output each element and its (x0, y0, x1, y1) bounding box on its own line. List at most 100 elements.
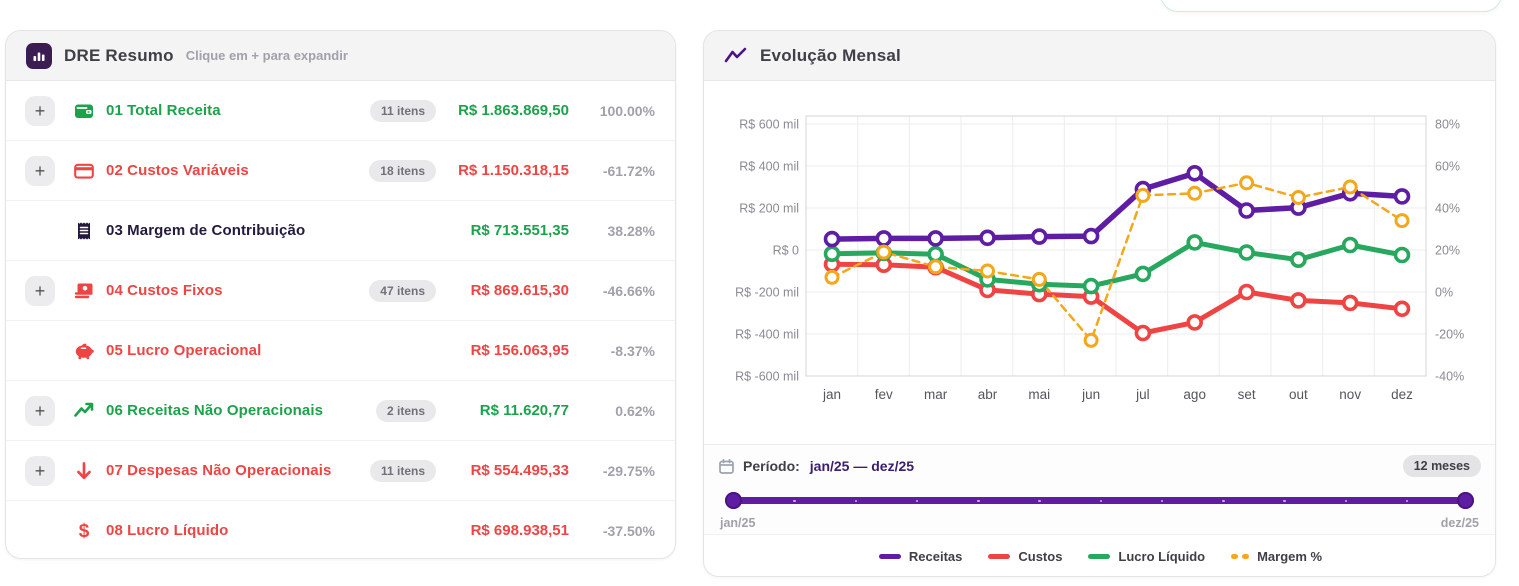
row-items-badge: 18 itens (369, 159, 436, 182)
calendar-icon (718, 458, 735, 475)
period-slider-track[interactable] (725, 492, 1474, 509)
trend-line-icon (724, 46, 748, 66)
period-months-badge: 12 meses (1402, 455, 1481, 477)
receipt-icon (73, 220, 95, 242)
svg-text:abr: abr (978, 387, 998, 402)
slider-tick (1099, 499, 1102, 502)
dre-row[interactable]: + 04 Custos Fixos 47 itens R$ 869.615,30… (6, 260, 675, 320)
row-items-badge: 11 itens (369, 99, 436, 122)
dre-row[interactable]: + 02 Custos Variáveis 18 itens R$ 1.150.… (6, 140, 675, 200)
row-label: 01 Total Receita (106, 102, 221, 119)
slider-tick (854, 499, 857, 502)
row-items-badge: 47 itens (369, 279, 436, 302)
dre-panel-title: DRE Resumo (64, 45, 174, 65)
expand-button[interactable]: + (25, 95, 55, 126)
expand-button[interactable]: + (25, 155, 55, 186)
expand-slot: + (25, 395, 59, 426)
expand-slot: + (25, 455, 59, 486)
svg-text:mar: mar (924, 387, 948, 402)
svg-text:40%: 40% (1435, 202, 1460, 216)
piggy-bank-icon (73, 340, 95, 362)
legend-label: Custos (1018, 549, 1063, 564)
dollar-icon: $ (73, 520, 95, 542)
row-percent: 100.00% (599, 102, 655, 119)
legend-item-custos[interactable]: Custos (988, 549, 1062, 564)
evolucao-mensal-panel: Evolução Mensal R$ 600 mil 80% R$ 400 mil 6… (703, 30, 1496, 577)
dre-resumo-panel: DRE Resumo Clique em + para expandir + 0… (5, 30, 676, 559)
dre-row[interactable]: + $ 08 Lucro Líquido R$ 698.938,51 -37.5… (6, 500, 675, 558)
row-value: R$ 1.150.318,15 (458, 162, 569, 179)
period-section: Período: jan/25 — dez/25 12 meses jan/25… (704, 444, 1495, 534)
svg-text:R$ -200 mil: R$ -200 mil (735, 286, 799, 300)
expand-slot: + (25, 275, 59, 306)
chart-panel-title: Evolução Mensal (760, 45, 901, 65)
dre-row[interactable]: + 01 Total Receita 11 itens R$ 1.863.869… (6, 81, 675, 140)
dre-row[interactable]: + 07 Despesas Não Operacionais 11 itens … (6, 440, 675, 500)
row-value: R$ 1.863.869,50 (458, 102, 569, 119)
slider-tick (1222, 499, 1225, 502)
svg-text:fev: fev (875, 387, 893, 402)
slider-tick (1283, 499, 1286, 502)
legend-swatch (1088, 554, 1111, 559)
svg-text:20%: 20% (1435, 244, 1460, 258)
row-items-badge: 2 itens (375, 399, 436, 422)
expand-button[interactable]: + (25, 395, 55, 426)
svg-text:set: set (1238, 387, 1256, 402)
period-slider-handle-end[interactable] (1457, 492, 1474, 509)
period-slider-handle-start[interactable] (725, 492, 742, 509)
dre-row[interactable]: + 03 Margem de Contribuição R$ 713.551,3… (6, 200, 675, 260)
expand-button[interactable]: + (25, 275, 55, 306)
period-slider[interactable] (724, 491, 1475, 509)
svg-text:60%: 60% (1435, 160, 1460, 174)
expand-button[interactable]: + (25, 455, 55, 486)
row-label: 08 Lucro Líquido (106, 522, 229, 539)
row-label: 06 Receitas Não Operacionais (106, 402, 324, 419)
legend-swatch (988, 554, 1011, 559)
period-slider-min-label: jan/25 (720, 516, 756, 530)
legend-item-receitas[interactable]: Receitas (878, 549, 962, 564)
period-label: Período: (743, 458, 800, 474)
svg-text:R$ -400 mil: R$ -400 mil (735, 328, 799, 342)
row-value: R$ 156.063,95 (470, 342, 569, 359)
expand-slot: + (25, 336, 59, 366)
wallet-icon (73, 100, 95, 122)
row-percent: -46.66% (602, 282, 655, 299)
slider-tick (793, 499, 796, 502)
bar-chart-icon (26, 42, 52, 69)
dre-panel-header: DRE Resumo Clique em + para expandir (6, 31, 675, 81)
row-value: R$ 11.620,77 (479, 402, 569, 419)
legend-item-lucro-l-quido[interactable]: Lucro Líquido (1088, 549, 1205, 564)
svg-text:R$ 400 mil: R$ 400 mil (739, 160, 799, 174)
svg-text:R$ 0: R$ 0 (773, 244, 799, 258)
top-toast-cutoff (1160, 0, 1502, 12)
svg-text:$: $ (79, 521, 90, 542)
row-label: 05 Lucro Operacional (106, 342, 262, 359)
row-value: R$ 698.938,51 (470, 522, 569, 539)
row-percent: -61.72% (602, 162, 655, 179)
expand-slot: + (25, 155, 59, 186)
chart-panel-header: Evolução Mensal (704, 31, 1495, 81)
row-value: R$ 554.495,33 (470, 462, 569, 479)
credit-card-icon (73, 160, 95, 182)
dre-panel-subtitle: Clique em + para expandir (185, 48, 348, 63)
dre-row[interactable]: + 05 Lucro Operacional R$ 156.063,95 -8.… (6, 320, 675, 380)
slider-tick (977, 499, 980, 502)
svg-text:jul: jul (1135, 387, 1150, 402)
dre-rows: + 01 Total Receita 11 itens R$ 1.863.869… (6, 81, 675, 558)
arrow-down-icon (73, 460, 95, 482)
row-value: R$ 869.615,30 (470, 282, 569, 299)
expand-slot: + (25, 95, 59, 126)
svg-text:R$ 200 mil: R$ 200 mil (739, 202, 799, 216)
expand-slot: + (25, 216, 59, 246)
svg-text:mai: mai (1028, 387, 1050, 402)
legend-item-margem-[interactable]: Margem % (1231, 549, 1322, 564)
chart-legend: Receitas Custos Lucro Líquido Margem % (704, 534, 1495, 576)
slider-tick (1344, 499, 1347, 502)
svg-text:nov: nov (1339, 387, 1361, 402)
svg-text:ago: ago (1183, 387, 1206, 402)
row-percent: -29.75% (602, 462, 655, 479)
row-label: 04 Custos Fixos (106, 282, 223, 299)
monthly-evolution-chart: R$ 600 mil 80% R$ 400 mil 60% R$ 200 mil 40% R… (704, 81, 1495, 444)
dre-row[interactable]: + 06 Receitas Não Operacionais 2 itens R… (6, 380, 675, 440)
row-label: 07 Despesas Não Operacionais (106, 462, 332, 479)
